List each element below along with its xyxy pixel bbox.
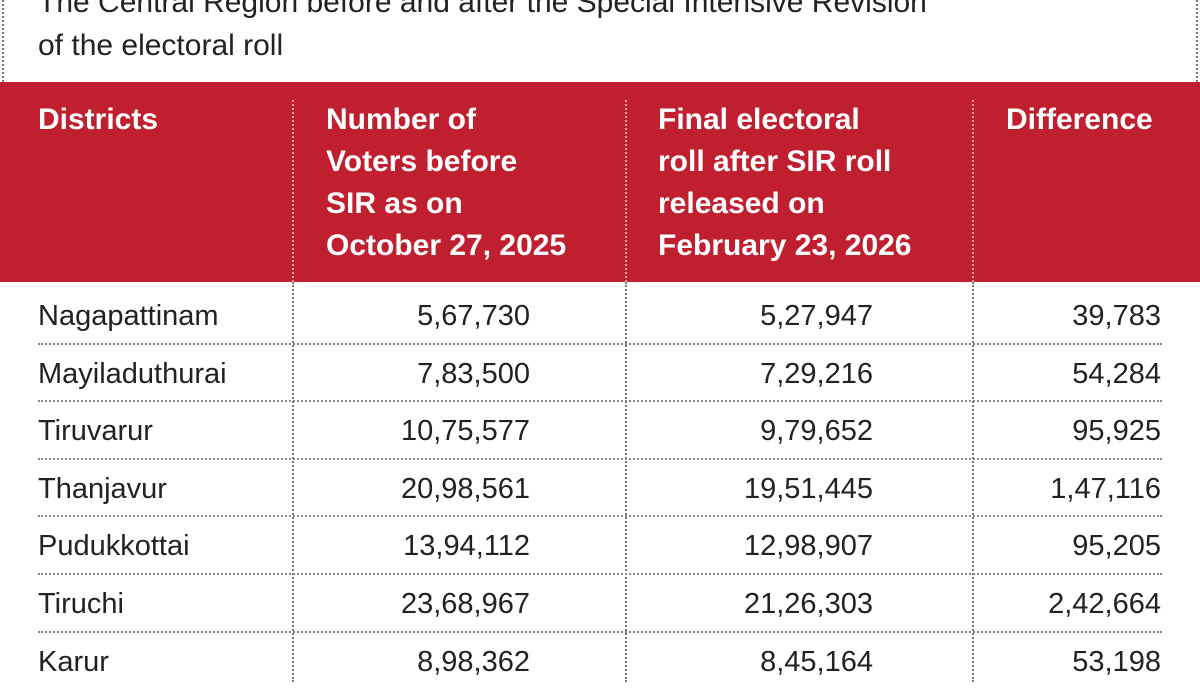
row-divider	[38, 630, 1162, 633]
district-cell: Mayiladuthurai	[38, 357, 227, 390]
column-header: Districts	[38, 103, 159, 136]
title-line: of the electoral roll	[38, 29, 284, 62]
column-header: SIR as on	[326, 187, 463, 220]
row-divider	[38, 342, 1162, 345]
column-divider	[625, 100, 627, 282]
district-cell: Karur	[38, 645, 109, 678]
column-header: Final electoral	[658, 103, 860, 136]
number-cell: 8,98,362	[417, 645, 530, 678]
number-cell: 54,284	[1072, 357, 1161, 390]
number-cell: 1,47,116	[1050, 472, 1161, 505]
column-divider	[972, 282, 974, 682]
column-header: Difference	[1006, 103, 1153, 136]
column-header: roll after SIR roll	[658, 145, 892, 178]
column-divider	[972, 100, 974, 282]
column-header: released on	[658, 187, 825, 220]
number-cell: 8,45,164	[760, 645, 873, 678]
row-divider	[38, 457, 1162, 460]
district-cell: Thanjavur	[38, 472, 167, 505]
number-cell: 53,198	[1072, 645, 1161, 678]
district-cell: Nagapattinam	[38, 300, 219, 332]
border	[2, 0, 4, 82]
border	[1196, 0, 1198, 82]
number-cell: 7,83,500	[417, 357, 530, 390]
row-divider	[38, 573, 1162, 575]
number-cell: 2,42,664	[1048, 588, 1161, 620]
column-divider	[292, 100, 294, 282]
row-divider	[38, 515, 1162, 518]
number-cell: 5,27,947	[760, 300, 873, 332]
number-cell: 95,925	[1072, 415, 1161, 448]
column-header: February 23, 2026	[658, 229, 912, 262]
number-cell: 21,26,303	[743, 588, 873, 620]
number-cell: 13,94,112	[403, 530, 530, 563]
number-cell: 7,29,216	[760, 357, 873, 390]
column-header: Number of	[326, 103, 476, 136]
row-divider	[38, 400, 1162, 403]
number-cell: 5,67,730	[417, 300, 530, 332]
header-band	[0, 82, 1200, 282]
number-cell: 9,79,652	[760, 415, 873, 448]
district-cell: Pudukkottai	[38, 530, 190, 563]
title-line: The Central Region before and after the …	[38, 0, 927, 19]
district-cell: Tiruvarur	[38, 415, 153, 448]
column-header: Voters before	[326, 145, 518, 178]
column-divider	[292, 282, 294, 682]
district-cell: Tiruchi	[38, 588, 124, 620]
number-cell: 19,51,445	[743, 472, 873, 505]
number-cell: 10,75,577	[400, 415, 530, 448]
number-cell: 20,98,561	[400, 472, 530, 505]
number-cell: 95,205	[1072, 530, 1161, 563]
number-cell: 12,98,907	[743, 530, 873, 563]
number-cell: 39,783	[1072, 300, 1161, 332]
number-cell: 23,68,967	[400, 588, 530, 620]
column-divider	[625, 282, 627, 682]
column-header: October 27, 2025	[326, 229, 567, 262]
